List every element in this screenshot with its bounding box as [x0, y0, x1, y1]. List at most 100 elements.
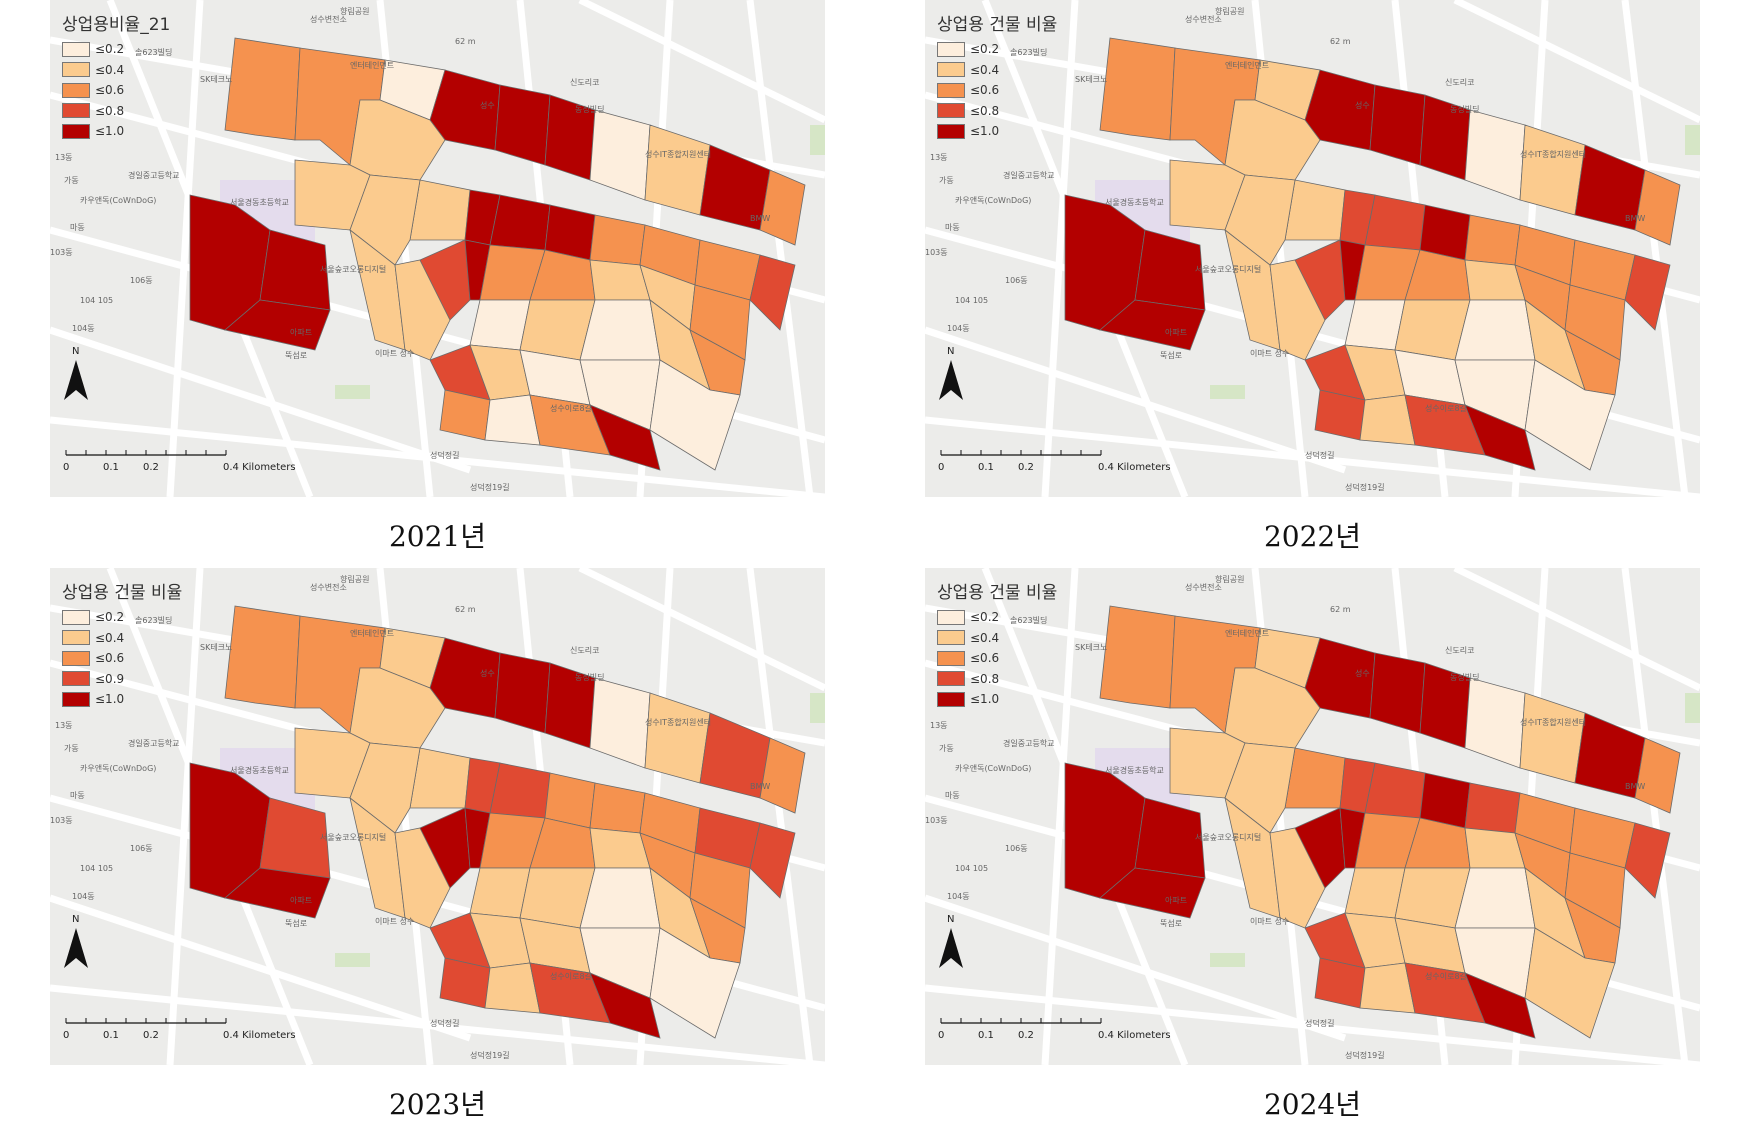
street-line — [166, 0, 204, 497]
north-arrow-icon — [64, 928, 88, 968]
park-area — [1210, 953, 1245, 967]
ratio-block — [1344, 867, 1406, 919]
park-area — [810, 693, 825, 723]
legend-label: ≤0.2 — [95, 610, 125, 625]
ratio-block — [1269, 259, 1326, 361]
legend-label: ≤0.2 — [970, 42, 1000, 57]
scale-bar-label: 0.1 — [978, 462, 994, 473]
basemap-label: 마동 — [945, 223, 960, 232]
basemap-label: SK테크노 — [200, 75, 232, 84]
ratio-block — [1524, 359, 1616, 471]
basemap-label: 뚝섬로 — [285, 918, 307, 928]
caption-2024: 2024년 — [1263, 1088, 1362, 1121]
basemap-label: 솔623빌딩 — [135, 615, 172, 625]
basemap-label: 향림공원 — [340, 574, 369, 584]
basemap-label: BMW — [750, 782, 770, 791]
basemap-label: 마동 — [70, 791, 85, 800]
scale-bar-label: 0 — [63, 1030, 69, 1041]
north-label: N — [72, 346, 79, 357]
basemap-label: 104 105 — [955, 864, 988, 873]
basemap-label: 성수IT종합지원센터 — [645, 149, 711, 159]
basemap-label: 경일중고등학교 — [1003, 170, 1055, 180]
street-line — [1621, 0, 1689, 497]
ratio-block — [349, 174, 421, 266]
basemap-label: BMW — [1625, 214, 1645, 223]
legend-label: ≤0.2 — [970, 610, 1000, 625]
basemap-label: 서울숲코오롱디지털 — [320, 264, 386, 274]
street-line — [1453, 568, 1700, 692]
legend-label: ≤0.6 — [95, 83, 125, 98]
basemap-label: 서울숲코오롱디지털 — [1195, 832, 1261, 842]
scale-bar-label: 0.2 — [1018, 462, 1034, 473]
basemap-label: 이마트 성수 — [1250, 348, 1289, 358]
legend-item-4: ≤0.9 — [62, 669, 182, 690]
ratio-block — [469, 867, 531, 919]
basemap-label: 동성빌딩 — [1450, 104, 1479, 114]
legend-item-1: ≤0.2 — [937, 607, 1057, 628]
legend-title: 상업용 건물 비율 — [937, 583, 1058, 603]
basemap-label: 104동 — [72, 324, 95, 333]
legend-item-4: ≤0.8 — [937, 101, 1057, 122]
ratio-block — [429, 69, 501, 151]
legend-label: ≤0.9 — [95, 671, 125, 686]
basemap-label: 경일중고등학교 — [128, 738, 180, 748]
legend-item-1: ≤0.2 — [937, 39, 1057, 60]
ratio-block — [1464, 972, 1536, 1039]
ratio-block — [1304, 637, 1376, 719]
basemap-label: 향림공원 — [340, 6, 369, 16]
legend-item-5: ≤1.0 — [937, 121, 1057, 142]
scale-bar-label: 0 — [63, 462, 69, 473]
legend-swatch — [937, 123, 965, 139]
legend-item-3: ≤0.6 — [937, 648, 1057, 669]
basemap-label: 향림공원 — [1215, 574, 1244, 584]
ratio-block — [1464, 404, 1536, 471]
legend-label: ≤0.6 — [95, 651, 125, 666]
north-label: N — [947, 914, 954, 925]
basemap-label: 엔터테인먼트 — [1225, 628, 1269, 638]
street-line — [166, 568, 204, 1065]
ratio-block — [749, 822, 796, 899]
basemap-label: 동성빌딩 — [1450, 672, 1479, 682]
legend-item-1: ≤0.2 — [62, 607, 182, 628]
ratio-block — [759, 169, 806, 246]
legend-swatch — [62, 671, 90, 687]
ratio-block — [489, 762, 551, 819]
basemap-label: 경일중고등학교 — [128, 170, 180, 180]
basemap-label: 성덕정19길 — [470, 1050, 510, 1060]
basemap-label: 104 105 — [80, 296, 113, 305]
basemap-label: 아파트 — [290, 327, 312, 337]
scale-bar-label: 0.2 — [143, 462, 159, 473]
basemap-label: 성덕정길 — [430, 450, 459, 460]
legend-swatch — [937, 630, 965, 646]
ratio-block — [759, 737, 806, 814]
basemap-label: 성덕정길 — [1305, 450, 1334, 460]
legend-item-2: ≤0.4 — [937, 628, 1057, 649]
basemap-label: 104 105 — [955, 296, 988, 305]
park-area — [810, 125, 825, 155]
ratio-block — [1634, 737, 1681, 814]
basemap-label: 62 m — [1330, 605, 1351, 614]
basemap-label: 13동 — [930, 721, 948, 730]
legend-label: ≤0.4 — [970, 62, 1000, 77]
legend-item-5: ≤1.0 — [62, 689, 182, 710]
basemap-label: 104동 — [947, 892, 970, 901]
scale-bar-label: 0.1 — [103, 462, 119, 473]
legend-item-5: ≤1.0 — [62, 121, 170, 142]
basemap-label: 106동 — [1005, 844, 1028, 853]
ratio-block — [409, 747, 471, 809]
basemap-label: 카우앤독(CoWnDoG) — [955, 195, 1031, 205]
basemap-label: 서울경동초등학교 — [1105, 765, 1164, 775]
caption-2022: 2022년 — [1263, 520, 1362, 553]
map-panel-2023: 성수변전소 향림공원 62 m 솔623빌딩 SK테크노 엔터테인먼트 신도리코 동성빌딩 성수… — [50, 568, 825, 1065]
park-area — [1685, 693, 1700, 723]
basemap-label: 서울숲코오롱디지털 — [320, 832, 386, 842]
basemap-label: 아파트 — [1165, 327, 1187, 337]
basemap-label: 서울경동초등학교 — [1105, 197, 1164, 207]
basemap-label: 성수이로8갈 — [1425, 403, 1468, 413]
ratio-block — [589, 404, 661, 471]
basemap-label: 13동 — [55, 721, 73, 730]
ratio-block — [224, 605, 301, 709]
legend-2024: 상업용 건물 비율 ≤0.2 ≤0.4 ≤0.6 ≤0.8 ≤1.0 — [937, 578, 1057, 710]
